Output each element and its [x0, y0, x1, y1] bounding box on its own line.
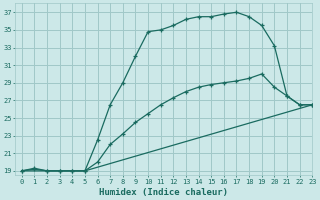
X-axis label: Humidex (Indice chaleur): Humidex (Indice chaleur) — [100, 188, 228, 197]
